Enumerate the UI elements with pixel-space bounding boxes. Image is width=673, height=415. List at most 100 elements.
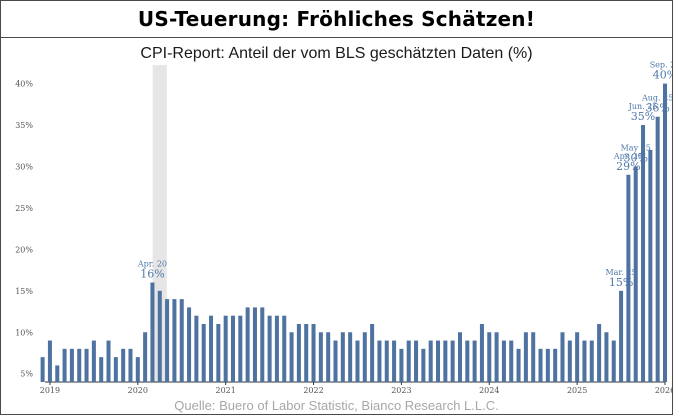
bar: [77, 348, 82, 382]
data-label: 30%: [623, 151, 647, 164]
bar: [589, 340, 594, 382]
bar: [479, 323, 484, 382]
data-label-date: Mar. 25: [605, 268, 636, 277]
bar: [216, 323, 221, 382]
bar: [355, 340, 360, 382]
bar: [582, 340, 587, 382]
bar: [641, 125, 646, 382]
bar: [472, 340, 477, 382]
chart-title: CPI-Report: Anteil der vom BLS geschätzt…: [140, 45, 533, 62]
bar: [523, 332, 528, 382]
bar: [406, 340, 411, 382]
bar: [575, 332, 580, 382]
bar: [662, 83, 668, 382]
bar: [597, 323, 602, 382]
bar: [509, 340, 514, 382]
bar: [633, 166, 638, 382]
bar: [304, 323, 309, 382]
x-tick-label: 2026: [655, 386, 672, 395]
y-tick-label: 20%: [15, 245, 33, 254]
x-tick-label: 2022: [303, 386, 323, 395]
bar: [362, 332, 367, 382]
bar: [399, 348, 404, 382]
header-banner: US-Teuerung: Fröhliches Schätzen!: [1, 1, 672, 38]
highlight-band: [152, 65, 167, 382]
bar: [84, 348, 89, 382]
bar: [443, 340, 448, 382]
bar: [62, 348, 67, 382]
bar: [604, 332, 609, 382]
bar: [531, 332, 536, 382]
bar: [384, 340, 389, 382]
bar: [501, 340, 506, 382]
bar: [150, 282, 155, 382]
bar: [648, 149, 653, 382]
bar: [209, 315, 214, 382]
bar: [296, 323, 301, 382]
bar: [311, 323, 316, 382]
bar: [428, 340, 433, 382]
bar: [91, 340, 96, 382]
bar: [348, 332, 353, 382]
bar: [465, 340, 470, 382]
bar: [201, 323, 206, 382]
bar: [274, 315, 279, 382]
page-title: US-Teuerung: Fröhliches Schätzen!: [137, 7, 536, 31]
y-tick-label: 15%: [15, 287, 33, 296]
y-tick-label: 35%: [15, 121, 33, 130]
x-tick-label: 2024: [479, 386, 499, 395]
bar: [516, 348, 521, 382]
bar: [414, 340, 419, 382]
bar: [106, 340, 111, 382]
bar: [457, 332, 462, 382]
bar: [421, 348, 426, 382]
bar: [47, 340, 52, 382]
bar: [55, 365, 60, 382]
bar: [619, 290, 624, 382]
bar: [560, 332, 565, 382]
data-label-date: Jun. 25: [628, 102, 658, 111]
bar: [545, 348, 550, 382]
data-label: 15%: [609, 276, 633, 289]
bar: [69, 348, 74, 382]
data-label: 40%: [653, 69, 672, 82]
bar: [333, 340, 338, 382]
y-tick-label: 25%: [15, 204, 33, 213]
bar: [326, 332, 331, 382]
bar: [567, 340, 572, 382]
data-label: 16%: [140, 268, 164, 281]
bar: [538, 348, 543, 382]
x-tick-label: 2021: [215, 386, 235, 395]
source-note: Quelle: Buero of Labor Statistic, Bianco…: [174, 398, 499, 413]
data-label-date: Aug. 25: [641, 94, 672, 103]
bar: [370, 323, 375, 382]
bar: [611, 340, 616, 382]
bar: [40, 357, 45, 382]
bar: [626, 174, 631, 382]
bar: [172, 299, 177, 382]
bar: [487, 332, 492, 382]
bar: [223, 315, 228, 382]
data-label-date: Sep. 25: [650, 61, 672, 70]
bar: [128, 348, 133, 382]
data-label-date: Apr. 20: [137, 260, 167, 269]
data-label: 29%: [616, 160, 640, 173]
bar: [436, 340, 441, 382]
bar: [340, 332, 345, 382]
data-label: 35%: [631, 110, 655, 123]
bar: [377, 340, 382, 382]
y-tick-label: 30%: [15, 162, 33, 171]
bar: [179, 299, 184, 382]
y-tick-label: 10%: [15, 328, 33, 337]
bar: [165, 299, 170, 382]
bar: [121, 348, 126, 382]
x-tick-label: 2025: [567, 386, 587, 395]
bar: [245, 307, 250, 382]
bar: [267, 315, 272, 382]
bar: [318, 332, 323, 382]
bar: [494, 332, 499, 382]
bar: [289, 332, 294, 382]
x-tick-label: 2020: [128, 386, 148, 395]
